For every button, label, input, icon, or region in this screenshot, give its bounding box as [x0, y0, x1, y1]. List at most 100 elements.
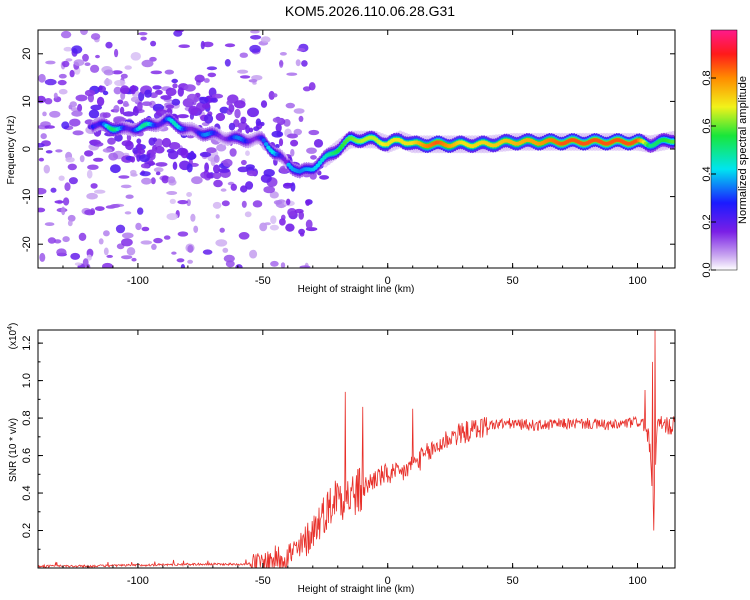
spectrogram-cell	[204, 162, 210, 173]
spectrogram-cell	[121, 140, 133, 147]
spectrogram-cell	[202, 41, 214, 48]
spectrogram-cell	[239, 75, 251, 79]
y-tick-label: 10	[21, 95, 33, 107]
spectrogram-cell	[215, 239, 228, 247]
spectrogram-cell	[171, 251, 177, 255]
spectrogram-cell	[234, 100, 246, 109]
x-tick-label: 0	[385, 575, 391, 587]
spectrogram-cell	[203, 78, 210, 83]
spectrogram-cell	[245, 150, 250, 156]
spectrogram-cell	[213, 179, 223, 188]
spectrogram-cell	[260, 36, 271, 43]
spectrogram-cell	[45, 150, 53, 154]
spectrogram-cell	[88, 109, 100, 119]
spectrogram-cell	[84, 150, 94, 157]
spectrogram-cell	[38, 187, 47, 195]
spectrogram-cell	[38, 207, 46, 213]
x-tick-label: -50	[255, 275, 271, 287]
spectrogram-cell	[164, 69, 174, 75]
spectrogram-cell	[319, 175, 330, 180]
colorbar-tick-label: 0.6	[701, 118, 713, 133]
spectrogram-cell	[84, 89, 96, 97]
spectrogram-cell	[250, 30, 260, 34]
colorbar: 0.0 0.2 0.4 0.6 0.8 Normalized spectral ampl…	[701, 29, 749, 278]
spectrogram-cell	[122, 152, 130, 156]
spectrogram-cell	[93, 189, 106, 194]
spectrogram-cell	[306, 147, 317, 154]
spectrogram-cell	[269, 224, 279, 231]
spectrogram-cell	[263, 186, 276, 194]
spectrogram-cell	[55, 149, 63, 153]
spectrogram-cell	[177, 87, 184, 97]
spectrogram-cell	[250, 35, 262, 40]
spectrogram-cell	[177, 200, 188, 205]
y-tick-label: 0	[21, 146, 33, 152]
spectrogram-cell	[273, 200, 283, 205]
spectrogram-ridge-cell	[266, 145, 271, 150]
spectrogram-cell	[207, 72, 217, 78]
spectrogram-cell	[58, 73, 67, 79]
spectrogram-cell	[240, 185, 248, 193]
snr-multiplier-exp: 4	[7, 326, 14, 330]
spectrogram-cell	[241, 200, 247, 208]
spectrogram-cell	[188, 105, 199, 116]
spectrogram-cell	[221, 200, 230, 207]
colorbar-tick-label: 0.8	[701, 70, 713, 85]
spectrogram-cell	[102, 112, 111, 118]
spectrogram-cell	[119, 106, 125, 115]
spectrogram-cell	[103, 247, 109, 256]
spectrogram-cell	[79, 155, 85, 163]
spectrogram-cell	[93, 157, 104, 162]
spectrogram-cell	[86, 192, 98, 200]
spectrogram-cell	[131, 257, 137, 262]
spectrogram-cell	[130, 85, 136, 95]
spectrogram-cell	[279, 218, 286, 226]
spectrogram-cell	[44, 98, 53, 105]
spectrogram-cell	[184, 84, 196, 92]
snr-x-ticks: -100 -50 0 50 100	[37, 330, 664, 587]
spectrogram-cell	[237, 166, 249, 173]
spectrogram-cell	[199, 96, 209, 104]
spectrogram-cell	[64, 182, 71, 192]
spectrogram-cell	[130, 52, 141, 61]
spectrogram-cell	[213, 154, 220, 163]
spectrogram-cell	[313, 139, 324, 148]
spectrogram-cell	[249, 249, 258, 259]
spectrogram-cell	[186, 163, 193, 173]
spectrogram-cell	[287, 133, 298, 139]
spectrogram-cell	[61, 121, 70, 130]
spectrogram-cell	[151, 148, 157, 155]
x-tick-label: 100	[628, 575, 646, 587]
spectrogram-cell	[40, 133, 47, 140]
spectrogram-cell	[74, 262, 82, 266]
spectrogram-ridge-cell	[317, 160, 323, 165]
spectrogram-cell	[42, 111, 47, 117]
snr-plot-area	[38, 330, 675, 568]
spectrogram-cell	[139, 171, 151, 177]
spectrogram-cell	[141, 59, 154, 68]
spectrogram-cell	[68, 177, 78, 185]
y-tick-label: 1.0	[21, 373, 33, 388]
spectrogram-cell	[215, 214, 220, 219]
spectrogram-cell	[87, 164, 99, 170]
spectrogram-cell	[63, 197, 70, 206]
spectrogram-cell	[122, 111, 135, 117]
spectrogram-cell	[120, 73, 128, 79]
spectrogram-cell	[162, 137, 171, 148]
spectrogram-ridge-cell	[340, 143, 345, 148]
spectrogram-ylabel: Frequency (Hz)	[6, 116, 17, 185]
spectrogram-cell	[241, 159, 247, 166]
snr-multiplier-close: )	[8, 323, 19, 326]
spectrogram-cell	[230, 183, 237, 191]
spectrogram-cell	[175, 30, 184, 33]
spectrogram-cell	[69, 69, 75, 78]
spectrogram-cell	[286, 72, 298, 76]
spectrogram-cell	[224, 59, 231, 67]
spectrogram-ridge-cell	[670, 139, 675, 144]
spectrogram-cell	[60, 30, 72, 39]
spectrogram-cell	[213, 164, 220, 174]
spectrogram-cell	[272, 93, 278, 98]
spectrogram-y-ticks: -20 -10 0 10 20	[21, 48, 675, 252]
spectrogram-cell	[124, 65, 132, 70]
spectrogram-cell	[109, 204, 121, 208]
